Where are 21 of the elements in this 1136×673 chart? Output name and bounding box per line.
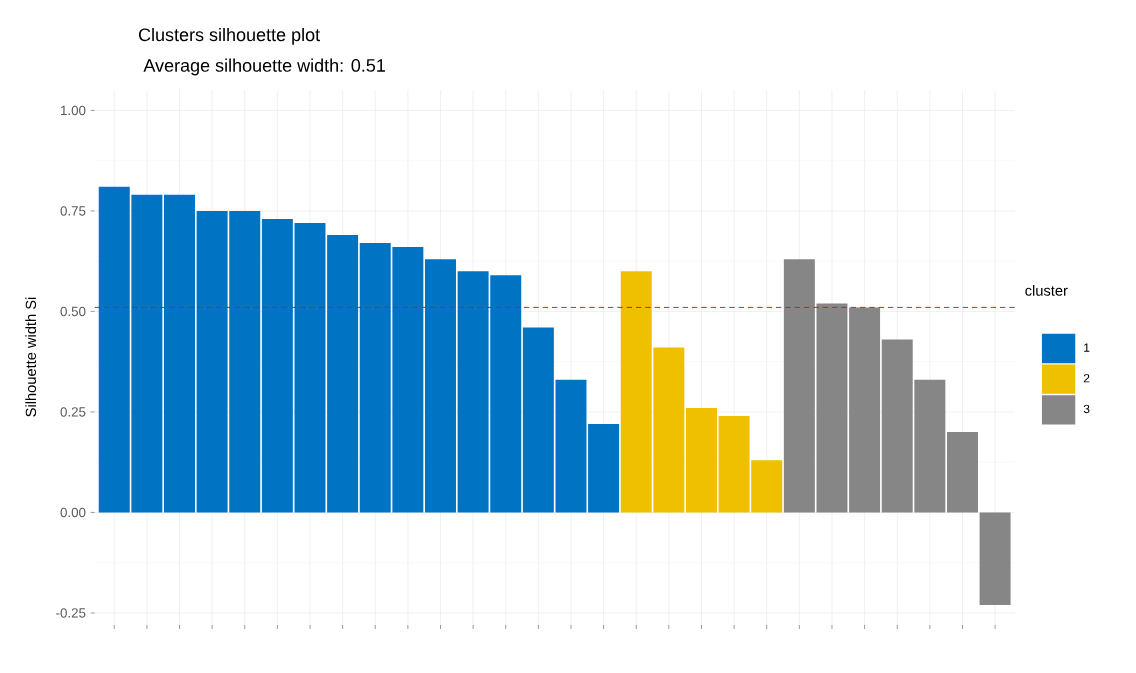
bar — [979, 512, 1011, 605]
y-tick-label: 0.00 — [60, 507, 86, 518]
y-tick-label: -0.25 — [56, 608, 86, 618]
bar — [685, 407, 717, 513]
text: 3 — [1083, 404, 1090, 414]
bar — [164, 194, 195, 513]
y-tick-label: 0.75 — [60, 206, 86, 216]
y-tick-label: 1.00 — [61, 105, 86, 116]
y-axis-title: Silhouette width Si — [25, 297, 37, 417]
chart-title: Clusters silhouette plot — [138, 27, 320, 45]
y-tick-label: 0.50 — [60, 306, 86, 317]
text: 1 — [1084, 343, 1090, 352]
bar — [588, 423, 620, 513]
bar — [424, 259, 456, 513]
bar — [327, 235, 359, 513]
chart-subtitle: Average silhouette width: 0.51 — [143, 58, 385, 76]
legend-title: cluster — [1025, 285, 1068, 296]
y-tick-label: 0.25 — [60, 407, 86, 417]
bar — [849, 307, 881, 513]
bar — [946, 432, 978, 513]
text: 2 — [1083, 373, 1090, 383]
